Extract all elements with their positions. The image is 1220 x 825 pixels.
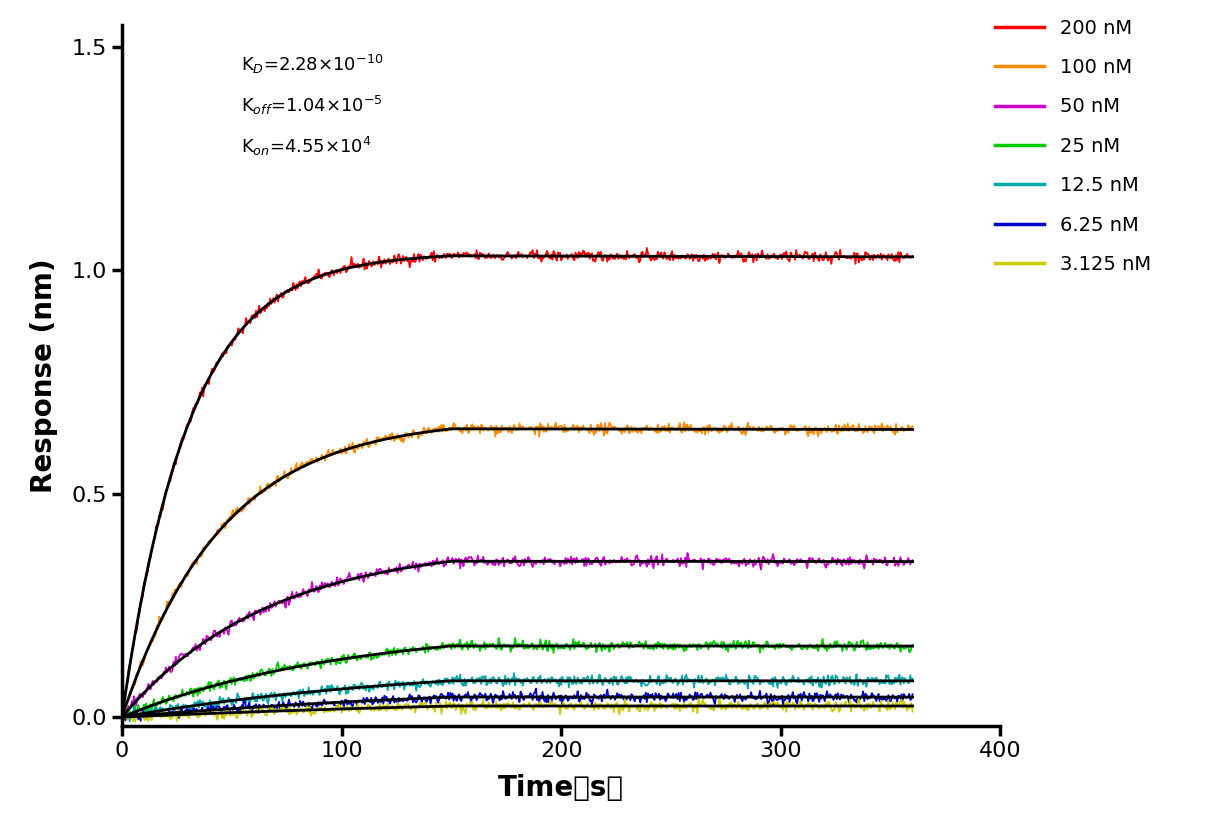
6.25 nM (289, 699, 304, 709)
50 nM (681, 548, 695, 558)
100 nM (677, 417, 692, 427)
200 nM (115, 711, 129, 721)
Legend: 200 nM, 100 nM, 50 nM, 25 nM, 12.5 nM, 6.25 nM, 3.125 nM: 200 nM, 100 nM, 50 nM, 25 nM, 12.5 nM, 6… (988, 11, 1159, 282)
100 nM (581, 424, 595, 434)
100 nM (322, 451, 337, 461)
3.125 nM (128, 717, 143, 727)
X-axis label: Time（s）: Time（s） (498, 775, 625, 803)
12.5 nM (834, 676, 849, 686)
50 nM (659, 554, 673, 563)
50 nM (834, 561, 849, 571)
25 nM (323, 660, 338, 670)
200 nM (288, 285, 303, 295)
Line: 12.5 nM: 12.5 nM (122, 673, 913, 724)
Line: 3.125 nM: 3.125 nM (122, 698, 913, 722)
25 nM (115, 709, 129, 719)
3.125 nM (115, 714, 129, 724)
12.5 nM (506, 668, 521, 678)
Line: 25 nM: 25 nM (122, 638, 913, 719)
200 nM (639, 243, 654, 253)
6.25 nM (133, 716, 148, 726)
200 nM (581, 249, 595, 259)
6.25 nM (582, 696, 597, 706)
3.125 nM (582, 702, 597, 712)
50 nM (115, 712, 129, 722)
200 nM (905, 251, 920, 261)
50 nM (323, 582, 338, 592)
50 nM (582, 554, 597, 563)
3.125 nM (852, 693, 866, 703)
3.125 nM (505, 703, 520, 713)
100 nM (504, 426, 518, 436)
100 nM (659, 426, 673, 436)
200 nM (504, 251, 518, 261)
3.125 nM (834, 699, 849, 709)
Line: 100 nM: 100 nM (122, 422, 913, 722)
100 nM (115, 717, 129, 727)
12.5 nM (322, 681, 337, 691)
12.5 nM (659, 670, 673, 680)
6.25 nM (528, 684, 543, 694)
12.5 nM (115, 719, 129, 729)
Line: 50 nM: 50 nM (122, 553, 913, 719)
50 nM (289, 587, 304, 597)
6.25 nM (905, 690, 920, 700)
200 nM (659, 254, 673, 264)
100 nM (834, 427, 849, 436)
3.125 nM (659, 703, 673, 713)
12.5 nM (288, 690, 303, 700)
25 nM (505, 642, 520, 652)
50 nM (905, 555, 920, 565)
12.5 nM (905, 674, 920, 684)
25 nM (660, 644, 675, 654)
50 nM (116, 714, 131, 724)
Line: 200 nM: 200 nM (122, 248, 913, 716)
25 nM (508, 633, 522, 643)
6.25 nM (505, 694, 520, 704)
200 nM (322, 272, 337, 282)
Y-axis label: Response (nm): Response (nm) (30, 258, 59, 493)
100 nM (905, 422, 920, 431)
12.5 nM (582, 676, 597, 686)
12.5 nM (504, 676, 518, 686)
100 nM (288, 462, 303, 472)
6.25 nM (834, 693, 849, 703)
6.25 nM (115, 714, 129, 724)
25 nM (905, 640, 920, 650)
200 nM (834, 252, 849, 262)
Line: 6.25 nM: 6.25 nM (122, 689, 913, 721)
25 nM (289, 661, 304, 671)
50 nM (505, 559, 520, 568)
3.125 nM (323, 705, 338, 715)
6.25 nM (323, 699, 338, 709)
25 nM (582, 641, 597, 651)
6.25 nM (660, 689, 675, 699)
3.125 nM (905, 707, 920, 717)
3.125 nM (289, 710, 304, 719)
Text: K$_D$=2.28×10$^{-10}$
K$_{off}$=1.04×10$^{-5}$
K$_{on}$=4.55×10$^{4}$: K$_D$=2.28×10$^{-10}$ K$_{off}$=1.04×10$… (240, 53, 383, 158)
25 nM (834, 646, 849, 656)
25 nM (117, 714, 132, 724)
